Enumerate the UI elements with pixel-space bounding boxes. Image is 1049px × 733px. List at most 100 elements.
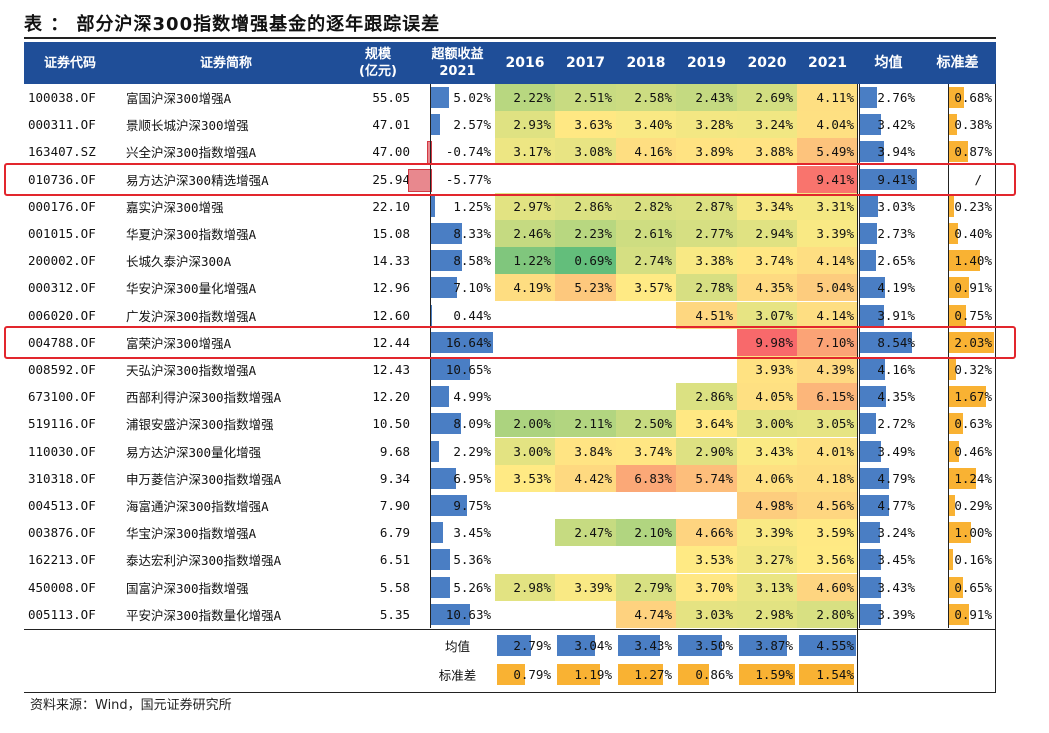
table-row-mean-value: 3.45%: [877, 552, 915, 568]
table-row-te-2020: 3.13%: [737, 573, 797, 601]
table-row-te-2018: 2.50%: [616, 410, 676, 438]
table-row-excess: 3.45%: [420, 519, 495, 546]
table-row-mean-bar: [860, 549, 881, 571]
table-row-excess-bar: [430, 331, 493, 353]
table-row-te-2021: 5.49%: [797, 138, 858, 166]
table-row-excess: -0.74%: [420, 138, 495, 165]
highlight-box-004788.OF: [4, 325, 1016, 359]
table-row-te-2021: 4.14%: [797, 301, 858, 329]
summary-std-2020-bar: [739, 664, 795, 686]
table-row-mean: 3.49%: [858, 438, 919, 465]
table-row-excess-value: 5.26%: [453, 579, 491, 595]
summary-mean-2019: 3.50%: [676, 632, 737, 659]
table-row-mean-bar: [860, 467, 889, 489]
table-row-name: 西部利得沪深300指数增强A: [126, 390, 282, 406]
table-row-excess-bar: [430, 114, 440, 136]
header-year-2016: 2016: [495, 42, 555, 84]
table-row-excess-value: 4.99%: [453, 389, 491, 405]
title-rule: [24, 37, 996, 39]
table-row-mean-bar: [860, 331, 912, 353]
table-row-code: 200002.OF: [28, 253, 96, 269]
table-row-std: 2.03%: [919, 329, 996, 356]
table-row-excess-bar: [430, 495, 467, 516]
table-row-excess-bar: [430, 467, 457, 489]
table-row-te-2021: 3.31%: [797, 192, 858, 220]
table-row-te-2019: 3.28%: [676, 111, 737, 139]
table-row-std: 0.63%: [919, 410, 996, 437]
table-row-name: 广发沪深300指数增强A: [126, 308, 257, 324]
table-row-te-2016: 3.53%: [495, 464, 555, 492]
table-row-mean-bar: [860, 168, 917, 190]
table-row-std: 0.91%: [919, 601, 996, 628]
table-row-excess-value: 8.09%: [453, 416, 491, 432]
table-row-te-2021: 2.80%: [797, 600, 858, 628]
table-row-std-bar: [949, 603, 970, 625]
header-mean: 均值: [858, 42, 919, 84]
table-row-excess-bar: [430, 386, 449, 408]
summary-std-2017: 1.19%: [555, 661, 616, 688]
table-row-std-bar: [949, 223, 958, 244]
table-row-name: 华宝沪深300指数增强A: [126, 526, 257, 542]
table-row-code: 163407.SZ: [28, 144, 96, 160]
table-row-std-bar: [949, 304, 966, 326]
table-row-te-2021: 4.01%: [797, 437, 858, 465]
mean-axis: [859, 84, 860, 628]
summary-mean-2021: 4.55%: [797, 632, 858, 659]
table-row-te-2021: 3.59%: [797, 519, 858, 547]
table-row-size: 25.94: [372, 171, 410, 187]
table-row-mean: 2.65%: [858, 247, 919, 274]
table-row-size: 12.60: [372, 307, 410, 323]
summary-mean-2017-value: 3.04%: [574, 638, 612, 653]
table-row-te-2019: 3.38%: [676, 247, 737, 275]
table-row-mean-bar: [860, 277, 886, 299]
table-row-std-value: 2.03%: [954, 334, 992, 350]
table-row-mean: 3.03%: [858, 193, 919, 220]
table-row-te-2016: 4.19%: [495, 274, 555, 302]
table-row-std: 0.46%: [919, 438, 996, 465]
summary-std-2018-bar: [618, 664, 663, 686]
table-row-std-value: 0.63%: [954, 416, 992, 432]
table-row-std-value: 0.32%: [954, 362, 992, 377]
table-row-te-2017: [555, 492, 616, 519]
table-row-te-2018: 2.58%: [616, 84, 676, 111]
table-row-excess: 9.75%: [420, 492, 495, 519]
table-row-te-2019: 2.90%: [676, 437, 737, 465]
table-row-te-2020: 3.24%: [737, 111, 797, 139]
table-row-te-2018: 2.10%: [616, 519, 676, 547]
table-row-mean-bar: [860, 87, 877, 108]
table-row-name: 海富通沪深300指数增强A: [126, 499, 269, 514]
table-row-mean-bar: [860, 522, 880, 544]
table-row-te-2018: 2.79%: [616, 573, 676, 601]
table-row-size: 22.10: [372, 198, 410, 214]
table-bottom-rule: [24, 692, 996, 694]
table-row-std-bar: [949, 576, 964, 598]
table-row-te-2019: 3.53%: [676, 546, 737, 574]
table-row-std-value: 0.29%: [954, 498, 992, 513]
table-row-te-2016: 2.93%: [495, 111, 555, 139]
tracking-error-table: 证券代码 证券简称 规模 (亿元) 超额收益 2021 2016 2017 2018 2019…: [4, 42, 1016, 694]
table-row-excess-value: 5.02%: [453, 90, 491, 105]
table-row-mean-bar: [860, 413, 877, 435]
table-row-name: 长城久泰沪深300A: [126, 254, 232, 270]
table-row-te-2018: [616, 356, 676, 383]
table-row-te-2020: 3.88%: [737, 138, 797, 166]
table-row-code: 450008.OF: [28, 579, 96, 595]
table-row-excess-bar: [430, 522, 444, 544]
table-row-excess-value: 8.33%: [453, 226, 491, 241]
table-row-excess-value: -0.74%: [445, 144, 491, 160]
summary-mean-2021-bar: [799, 635, 856, 656]
table-row-te-2016: [495, 383, 555, 410]
table-row-te-2019: 5.74%: [676, 464, 737, 492]
table-row-std: 1.67%: [919, 383, 996, 410]
table-row-mean-bar: [860, 440, 882, 462]
table-row-std: 0.68%: [919, 84, 996, 111]
table-row-mean-bar: [860, 141, 884, 163]
table-row-te-2018: 2.74%: [616, 247, 676, 275]
table-row-mean: 3.45%: [858, 546, 919, 573]
summary-mean-2021-value: 4.55%: [816, 638, 854, 653]
table-row-mean-bar: [860, 603, 881, 625]
table-row-excess-bar: [430, 549, 451, 571]
table-row-excess: 8.09%: [420, 410, 495, 437]
table-row-te-2020: 9.98%: [737, 328, 797, 356]
table-row-size: 15.08: [372, 226, 410, 241]
